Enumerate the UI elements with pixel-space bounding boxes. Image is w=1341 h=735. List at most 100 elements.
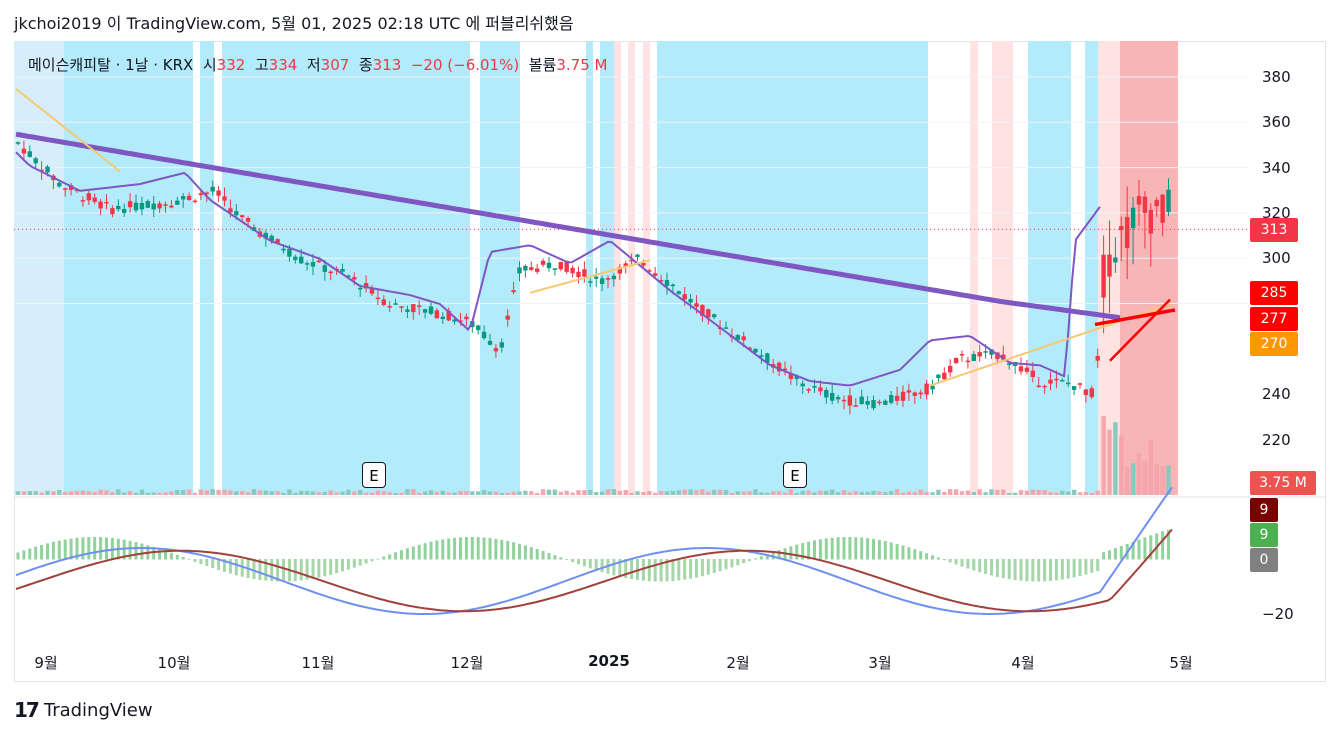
candle-body: [234, 211, 239, 216]
macd-histogram-bar: [1149, 535, 1153, 560]
volume-bar: [434, 491, 440, 495]
candle-body: [558, 261, 563, 270]
macd-histogram-bar: [169, 552, 173, 560]
candle-body: [694, 303, 699, 307]
candle-body: [464, 316, 469, 320]
signal-zone-pink: [992, 41, 1013, 495]
candle-body: [417, 305, 422, 307]
high-value: 334: [268, 56, 298, 74]
volume-bar: [39, 492, 44, 495]
candle-body: [505, 315, 510, 320]
macd-histogram-bar: [913, 549, 917, 560]
volume-bar: [375, 490, 381, 495]
volume-bar: [104, 490, 109, 495]
macd-histogram-bar: [482, 537, 486, 560]
macd-histogram-bar: [1025, 559, 1029, 582]
macd-histogram-bar: [600, 559, 604, 573]
signal-line: [15, 528, 1173, 613]
candle-body: [1083, 389, 1089, 396]
macd-histogram-bar: [1119, 546, 1123, 560]
volume-bar: [865, 491, 870, 495]
volume-bar: [847, 492, 853, 495]
volume-bar: [765, 492, 770, 495]
volume-bar: [393, 492, 398, 495]
candle-body: [788, 373, 794, 380]
volume-bar: [611, 489, 617, 495]
volume-bar: [145, 492, 150, 495]
macd-histogram-bar: [435, 540, 439, 560]
candle-body: [316, 260, 322, 263]
candle-body: [15, 142, 21, 144]
candle-body: [924, 383, 929, 395]
earnings-marker[interactable]: E: [362, 462, 386, 488]
macd-histogram-bar: [954, 559, 958, 565]
candle-body: [1154, 200, 1159, 207]
macd-histogram-bar: [948, 559, 952, 563]
candle-body: [405, 309, 410, 312]
macd-histogram-bar: [931, 555, 934, 560]
volume-bar: [635, 491, 640, 495]
candle-body: [63, 188, 68, 190]
candle-body: [293, 256, 298, 261]
volume-bar: [918, 489, 923, 495]
macd-histogram-bar: [883, 541, 887, 560]
volume-bar: [27, 491, 32, 495]
open-value: 332: [216, 56, 246, 74]
candle-body: [245, 217, 251, 222]
candle-body: [1071, 386, 1077, 390]
macd-histogram-bar: [57, 540, 61, 560]
macd-histogram-bar: [223, 559, 226, 572]
symbol-title[interactable]: 메이슨캐피탈 · 1날 · KRX: [28, 56, 194, 74]
candle-body: [611, 275, 617, 280]
macd-histogram-bar: [529, 547, 533, 560]
macd-histogram-bar: [199, 559, 203, 565]
time-tick: 10월: [157, 654, 191, 672]
volume-bar: [841, 490, 847, 495]
macd-histogram-bar: [105, 537, 108, 560]
macd-histogram-bar: [848, 537, 852, 560]
macd-tag: 9: [1250, 498, 1278, 522]
volume-bar: [1036, 489, 1041, 495]
volume-bar: [446, 492, 451, 495]
volume-bar: [458, 490, 463, 495]
candle-body: [98, 201, 103, 209]
candle-body: [912, 392, 917, 396]
volume-bar: [204, 490, 209, 495]
macd-histogram-bar: [653, 559, 657, 582]
volume-bar: [1148, 439, 1153, 495]
price-tick: 300: [1262, 249, 1291, 267]
volume-bar: [110, 492, 115, 495]
macd-histogram-bar: [671, 559, 675, 581]
volume-bar: [1071, 489, 1077, 495]
candle-body: [192, 200, 198, 203]
volume-bar: [535, 492, 540, 495]
volume-bar: [1160, 466, 1165, 495]
candle-body: [511, 290, 516, 293]
volume-bar: [576, 490, 581, 495]
macd-histogram-bar: [689, 559, 693, 579]
macd-histogram-bar: [742, 559, 746, 564]
close-value: 313: [372, 56, 402, 74]
macd-histogram-bar: [87, 537, 91, 560]
candle-body: [139, 203, 145, 210]
volume-value: 3.75 M: [556, 56, 608, 74]
macd-histogram-bar: [866, 538, 870, 560]
candle-body: [375, 297, 381, 300]
candle-body: [304, 263, 310, 265]
candle-body: [894, 395, 900, 401]
volume-bar: [45, 490, 50, 495]
volume-bar: [529, 491, 534, 495]
macd-histogram-bar: [518, 543, 521, 560]
macd-histogram-bar: [346, 559, 350, 570]
earnings-marker[interactable]: E: [783, 462, 807, 488]
signal-zone-pink: [970, 41, 978, 495]
candle-body: [930, 385, 935, 390]
volume-bar: [92, 492, 97, 495]
macd-histogram-bar: [181, 557, 185, 560]
volume-bar: [1077, 492, 1083, 495]
volume-bar: [1024, 490, 1030, 495]
candle-body: [617, 267, 622, 274]
macd-histogram-bar: [459, 537, 462, 560]
macd-histogram-bar: [807, 541, 811, 560]
